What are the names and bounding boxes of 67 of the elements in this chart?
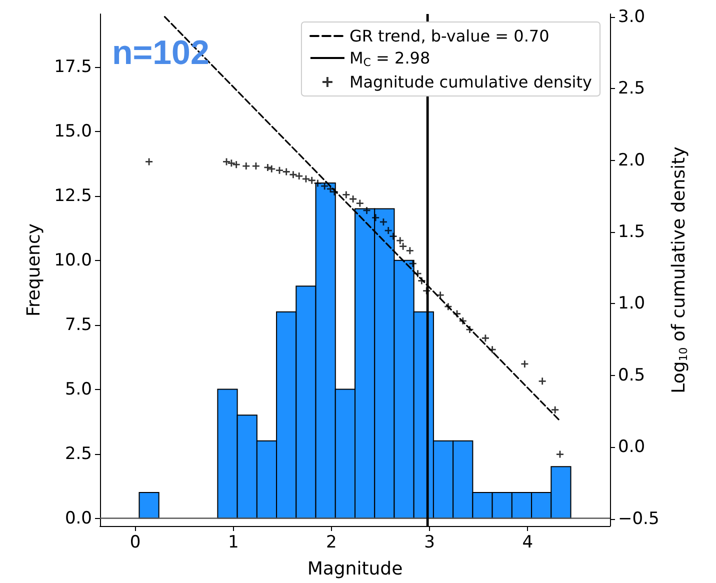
x-tick-label: 1 [228,532,239,552]
y2-tick-label: 0.0 [618,437,646,458]
y-tick-label: 15.0 [54,121,92,142]
point [552,406,559,414]
point [356,200,364,207]
point [363,206,370,214]
point [308,176,316,184]
point [242,162,250,170]
point [268,165,276,172]
point [342,191,350,198]
point [321,182,328,190]
y2-tick-label: 3.0 [618,6,646,27]
y-axis-title: Frequency [24,223,45,316]
point [372,214,380,222]
point [232,161,240,168]
point [396,237,404,244]
point [252,162,260,170]
y-tick-label: 7.5 [64,314,92,335]
y-tick-label: 0.0 [64,508,92,528]
y2-axis-title: Log10 of cumulative density [668,146,690,394]
point [146,158,153,166]
point [276,166,283,174]
y2-tick-label: 1.5 [618,222,646,242]
point [380,218,387,226]
point [330,188,338,196]
point [282,168,290,176]
legend-label: Magnitude cumulative density [349,72,592,92]
point [521,360,528,368]
x-tick-label: 4 [522,532,534,552]
point [400,242,407,250]
point [454,310,460,318]
point [488,346,496,354]
point [302,175,310,182]
legend-label: GR trend, b-value = 0.70 [349,26,550,46]
y2-tick-label: 2.0 [618,150,646,170]
annotation: n=102 [112,34,210,72]
point [223,158,230,166]
x-tick-label: 2 [326,532,337,552]
y2-tick-label: 2.5 [618,78,646,99]
point [556,450,564,458]
x-tick-label: 0 [130,532,141,552]
y-tick-label: 12.5 [54,186,92,206]
point [409,260,416,268]
point [466,326,474,334]
y2-tick-label: 0.5 [618,365,646,386]
point [538,378,546,385]
y-tick-label: 10.0 [54,250,92,270]
point [314,180,322,187]
point [406,247,414,254]
point [414,270,422,278]
point [482,334,489,342]
y-tick-label: 5.0 [64,379,92,400]
y2-tick-label: 1.0 [618,294,646,314]
x-tick-label: 3 [424,532,435,552]
point [296,172,303,180]
point [228,160,235,167]
point [459,317,466,324]
point [384,227,392,234]
point [390,232,397,240]
y-tick-label: 17.5 [54,56,92,77]
point [436,292,444,299]
y2-tick-label: −0.5 [618,508,660,529]
y-tick-label: 2.5 [64,444,92,464]
point [444,303,452,310]
point [418,277,426,284]
point [290,171,297,178]
x-axis-title: Magnitude [307,558,403,580]
